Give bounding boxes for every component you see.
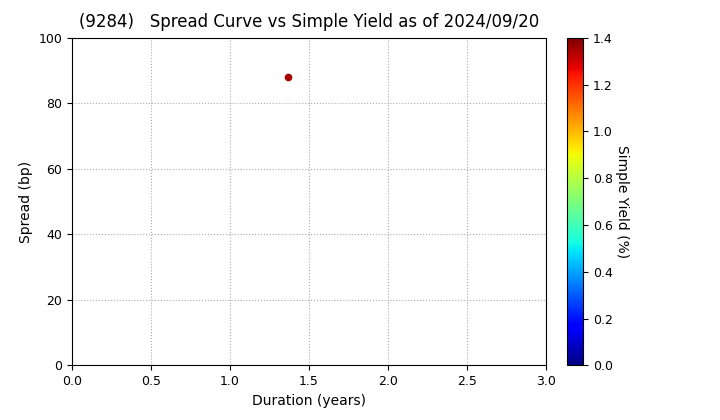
Y-axis label: Spread (bp): Spread (bp) [19, 160, 33, 243]
Y-axis label: Simple Yield (%): Simple Yield (%) [616, 145, 629, 258]
Title: (9284)   Spread Curve vs Simple Yield as of 2024/09/20: (9284) Spread Curve vs Simple Yield as o… [78, 13, 539, 31]
Point [283, 74, 294, 81]
X-axis label: Duration (years): Duration (years) [252, 394, 366, 408]
